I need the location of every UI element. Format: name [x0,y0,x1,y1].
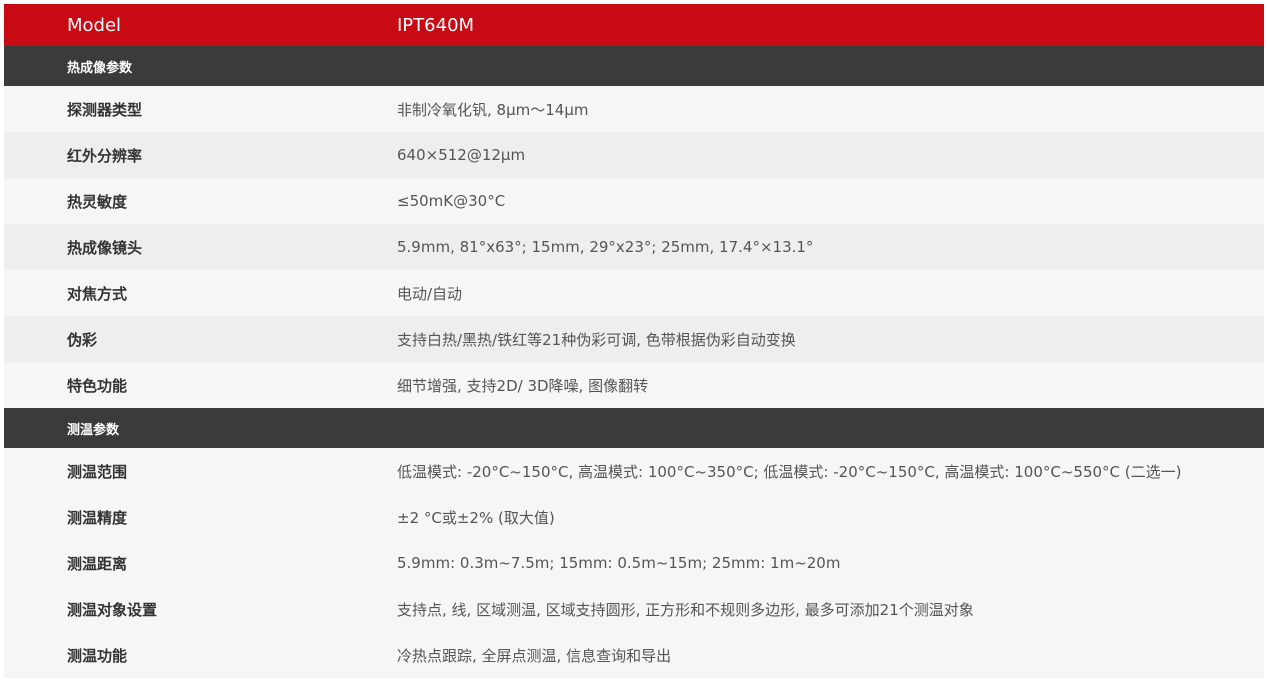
row-label: 测温精度 [67,508,128,527]
table-row: 红外分辨率 640×512@12μm [4,132,1264,178]
table-row: 特色功能 细节增强, 支持2D/ 3D降噪, 图像翻转 [4,362,1264,408]
row-value: 支持点, 线, 区域测温, 区域支持圆形, 正方形和不规则多边形, 最多可添加2… [397,600,974,619]
row-value: 非制冷氧化钒, 8μm～14μm [397,100,589,119]
row-label: 测温范围 [67,462,128,481]
table-row: 测温精度 ±2 °C或±2% (取大值) [4,494,1264,540]
table-row: 测温距离 5.9mm: 0.3m~7.5m; 15mm: 0.5m~15m; 25… [4,540,1264,586]
header-row: Model IPT640M [4,4,1264,46]
table-row: 测温功能 冷热点跟踪, 全屏点测温, 信息查询和导出 [4,632,1264,678]
table-row: 伪彩 支持白热/黑热/铁红等21种伪彩可调, 色带根据伪彩自动变换 [4,316,1264,362]
header-value: IPT640M [397,14,475,36]
row-value: 冷热点跟踪, 全屏点测温, 信息查询和导出 [397,646,672,665]
section-title: 热成像参数 [67,60,133,76]
row-value: 5.9mm, 81°x63°; 15mm, 29°x23°; 25mm, 17.… [397,238,814,256]
row-label: 红外分辨率 [67,146,143,165]
row-value: 低温模式: -20°C~150°C, 高温模式: 100°C~350°C; 低温… [397,462,1182,481]
row-value: ≤50mK@30°C [397,192,506,210]
row-label: 热成像镜头 [67,238,143,257]
row-label: 测温距离 [67,554,128,573]
row-label: 特色功能 [67,376,128,395]
row-value: ±2 °C或±2% (取大值) [397,508,555,527]
row-label: 测温对象设置 [67,600,158,619]
section-header: 热成像参数 [4,46,1264,86]
row-label: 测温功能 [67,646,128,665]
row-value: 支持白热/黑热/铁红等21种伪彩可调, 色带根据伪彩自动变换 [397,330,796,349]
row-value: 640×512@12μm [397,146,526,164]
section-header: 测温参数 [4,408,1264,448]
table-row: 探测器类型 非制冷氧化钒, 8μm～14μm [4,86,1264,132]
table-row: 测温范围 低温模式: -20°C~150°C, 高温模式: 100°C~350°C… [4,448,1264,494]
table-row: 热灵敏度 ≤50mK@30°C [4,178,1264,224]
table-row: 测温对象设置 支持点, 线, 区域测温, 区域支持圆形, 正方形和不规则多边形, … [4,586,1264,632]
row-value: 电动/自动 [397,284,463,303]
row-label: 探测器类型 [67,100,143,119]
row-label: 热灵敏度 [67,192,128,211]
table-row: 热成像镜头 5.9mm, 81°x63°; 15mm, 29°x23°; 25mm… [4,224,1264,270]
table-row: 对焦方式 电动/自动 [4,270,1264,316]
row-label: 伪彩 [67,330,98,349]
row-label: 对焦方式 [67,284,128,303]
row-value: 细节增强, 支持2D/ 3D降噪, 图像翻转 [397,376,649,395]
section-title: 测温参数 [67,422,120,438]
row-value: 5.9mm: 0.3m~7.5m; 15mm: 0.5m~15m; 25mm: … [397,554,841,572]
header-label: Model [67,14,122,36]
spec-table: Model IPT640M 热成像参数探测器类型 非制冷氧化钒, 8μm～14μm… [4,4,1264,678]
